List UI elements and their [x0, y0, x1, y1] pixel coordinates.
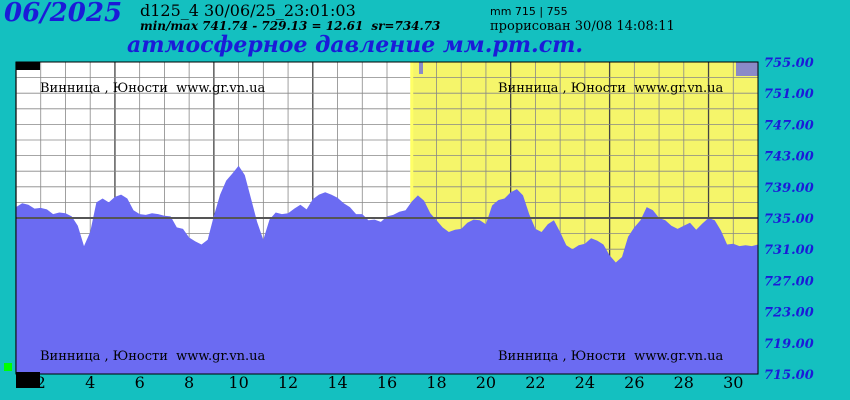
y-tick-label: 731.00 — [764, 243, 814, 258]
x-tick-label: 2 — [36, 373, 46, 392]
watermark-text: Винница , Юности www.gr.vn.ua — [40, 349, 266, 364]
x-tick-label: 12 — [278, 373, 298, 392]
green-marker — [4, 363, 12, 371]
x-tick-label: 20 — [476, 373, 496, 392]
y-tick-label: 719.00 — [764, 337, 814, 352]
station-code: d125_4 30/06/25_23:01:03 — [140, 1, 356, 20]
y-tick-labels: 755.00 751.00 747.00 743.00 739.00 735.00 731.… — [764, 56, 814, 383]
watermark-text: Винница , Юности www.gr.vn.ua — [40, 81, 266, 96]
y-tick-label: 751.00 — [764, 87, 814, 102]
x-tick-label: 6 — [135, 373, 145, 392]
watermark-text: Винница , Юности www.gr.vn.ua — [498, 81, 724, 96]
watermark-text: Винница , Юности www.gr.vn.ua — [498, 349, 724, 364]
top-right-marker — [736, 62, 758, 76]
unit-range: mm 715 | 755 — [490, 5, 568, 18]
top-left-marker — [16, 62, 40, 70]
y-tick-label: 739.00 — [764, 181, 814, 196]
x-tick-label: 26 — [624, 373, 644, 392]
pressure-area — [16, 165, 758, 374]
y-tick-label: 755.00 — [764, 56, 814, 71]
x-tick-labels: 2 4 6 8 10 12 14 16 18 20 22 24 26 28 30 — [36, 373, 744, 392]
y-tick-label: 743.00 — [764, 150, 814, 165]
x-tick-label: 24 — [575, 373, 595, 392]
bottom-left-marker — [16, 372, 40, 388]
x-tick-label: 28 — [674, 373, 694, 392]
x-tick-label: 4 — [85, 373, 95, 392]
y-tick-label: 747.00 — [764, 118, 814, 133]
month-title: 06/2025 — [4, 0, 123, 28]
drawn-timestamp: прорисован 30/08 14:08:11 — [490, 19, 675, 34]
sr-text: sr=734.73 — [371, 19, 441, 33]
y-tick-label: 727.00 — [764, 274, 814, 289]
y-tick-label: 735.00 — [764, 212, 814, 227]
minmax-text: min/max 741.74 - 729.13 = 12.61 — [140, 19, 364, 33]
plot-frame — [15, 61, 759, 375]
y-tick-label: 715.00 — [764, 368, 814, 383]
watermarks: Винница , Юности www.gr.vn.ua Винница , Ю… — [40, 81, 724, 364]
x-tick-label: 22 — [525, 373, 545, 392]
x-tick-label: 14 — [327, 373, 347, 392]
x-tick-label: 16 — [377, 373, 397, 392]
minmax-line: min/max 741.74 - 729.13 = 12.61 sr=734.73 — [140, 19, 448, 33]
x-tick-label: 8 — [184, 373, 194, 392]
x-tick-label: 10 — [228, 373, 248, 392]
x-tick-label: 18 — [426, 373, 446, 392]
top-divider-marker — [419, 62, 423, 74]
y-tick-label: 723.00 — [764, 306, 814, 321]
chart-title: атмосферное давление мм.рт.ст. — [127, 32, 584, 58]
x-tick-label: 30 — [723, 373, 743, 392]
